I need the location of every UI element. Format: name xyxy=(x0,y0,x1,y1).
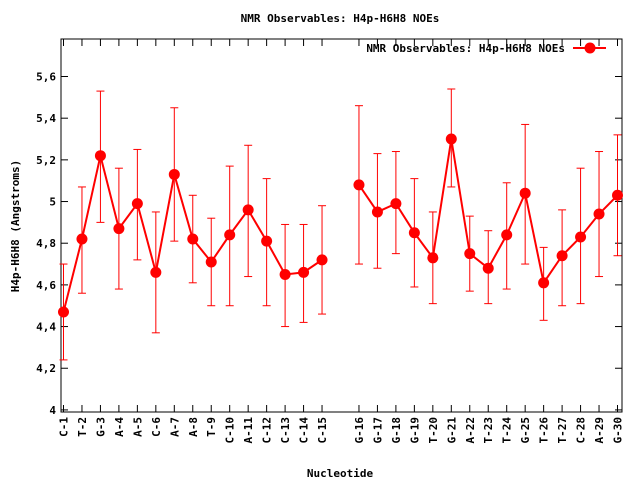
data-point xyxy=(316,254,328,266)
data-point xyxy=(298,266,310,278)
x-tick-label: A-8 xyxy=(187,417,200,437)
x-tick-label: A-11 xyxy=(242,417,255,444)
point-layer xyxy=(58,133,623,318)
x-tick-label: T-2 xyxy=(76,417,89,437)
y-tick-label: 5,6 xyxy=(36,71,56,84)
data-point xyxy=(612,189,623,201)
data-point xyxy=(205,256,217,268)
data-point xyxy=(390,198,402,210)
x-tick-label: C-13 xyxy=(279,417,292,444)
data-point xyxy=(187,233,199,245)
x-tick-label: C-10 xyxy=(224,417,237,444)
x-tick-label: G-16 xyxy=(353,417,366,444)
x-tick-label: C-15 xyxy=(316,417,329,444)
data-point xyxy=(131,198,143,210)
data-point xyxy=(464,248,476,260)
ticks-layer: 4 4,2 4,4 4,6 4,8 5 5,2 5,4 5,6 C-1 T-2 G-3 A-4 A-5 C-… xyxy=(36,39,625,444)
y-axis-label: H4p-H6H8 (Angstroms) xyxy=(9,160,22,292)
x-tick-label: C-28 xyxy=(575,417,588,444)
data-point xyxy=(58,306,69,318)
data-point xyxy=(94,150,106,162)
y-tick-label: 4 xyxy=(49,404,56,417)
y-tick-label: 4,6 xyxy=(36,279,56,292)
y-tick-label: 5 xyxy=(49,196,56,209)
data-point xyxy=(113,223,125,235)
x-tick-label: C-12 xyxy=(261,417,274,444)
data-point xyxy=(575,231,587,243)
data-point xyxy=(76,233,88,245)
legend-marker xyxy=(584,42,596,54)
y-tick-label: 4,8 xyxy=(36,237,56,250)
data-point xyxy=(556,250,568,262)
x-tick-label: G-3 xyxy=(94,417,107,437)
plot-frame xyxy=(60,38,623,413)
data-point xyxy=(224,229,236,241)
data-point xyxy=(242,204,254,216)
data-point xyxy=(353,179,365,191)
x-tick-label: G-21 xyxy=(445,417,458,444)
x-tick-label: T-9 xyxy=(205,417,218,437)
x-tick-label: G-19 xyxy=(408,417,421,444)
x-tick-label: A-4 xyxy=(113,417,126,437)
y-tick-label: 4,4 xyxy=(36,321,56,334)
x-tick-label: T-23 xyxy=(482,417,495,444)
x-tick-label: C-14 xyxy=(298,417,311,444)
y-tick-label: 5,2 xyxy=(36,154,56,167)
y-tick-label: 4,2 xyxy=(36,362,56,375)
x-tick-label: T-20 xyxy=(427,417,440,444)
x-tick-label: T-26 xyxy=(538,417,551,444)
x-tick-label: G-18 xyxy=(390,417,403,444)
data-point xyxy=(150,266,162,278)
data-point xyxy=(168,168,180,180)
data-point xyxy=(408,227,420,239)
data-point xyxy=(501,229,513,241)
chart-title: NMR Observables: H4p-H6H8 NOEs xyxy=(241,12,440,25)
x-tick-label: G-17 xyxy=(371,417,384,444)
x-tick-label: G-25 xyxy=(519,417,532,444)
data-point xyxy=(445,133,457,145)
y-tick-label: 5,4 xyxy=(36,112,56,125)
x-tick-label: A-5 xyxy=(131,417,144,437)
x-tick-label: T-24 xyxy=(501,417,514,444)
data-point xyxy=(482,262,494,274)
data-point xyxy=(279,268,291,280)
x-tick-label: A-29 xyxy=(593,417,606,444)
data-point xyxy=(427,252,439,264)
line-layer xyxy=(62,138,619,313)
x-tick-label: A-7 xyxy=(168,417,181,437)
legend-label: NMR Observables: H4p-H6H8 NOEs xyxy=(366,42,565,55)
data-point xyxy=(371,206,383,218)
x-tick-label: C-1 xyxy=(58,417,71,437)
x-tick-label: A-22 xyxy=(464,417,477,444)
data-point xyxy=(593,208,605,220)
x-tick-label: C-6 xyxy=(150,417,163,437)
legend: NMR Observables: H4p-H6H8 NOEs xyxy=(366,42,606,55)
x-tick-label: G-30 xyxy=(612,417,625,444)
data-point xyxy=(538,277,550,289)
x-axis-label: Nucleotide xyxy=(307,467,374,480)
data-point xyxy=(261,235,273,247)
data-point xyxy=(519,187,531,199)
x-tick-label: T-27 xyxy=(556,417,569,444)
